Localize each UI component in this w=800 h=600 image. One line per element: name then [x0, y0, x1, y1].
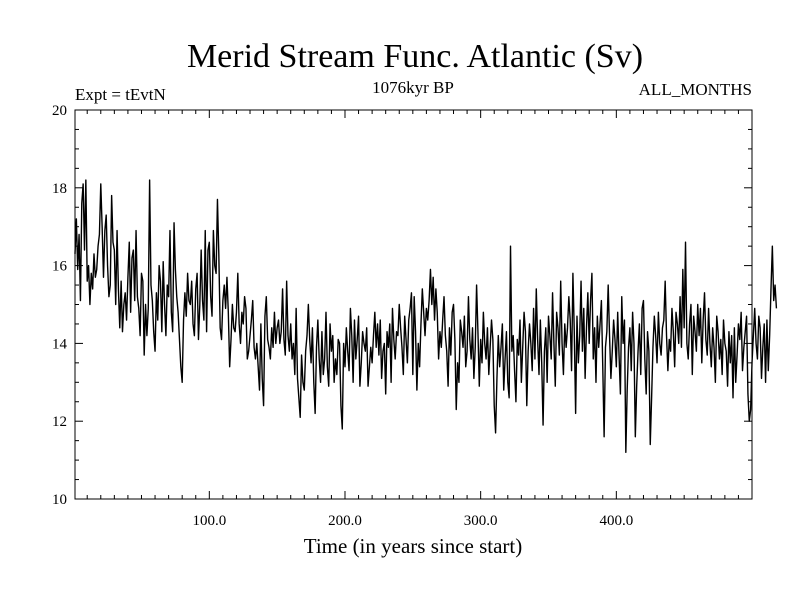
y-tick-label: 18: [52, 181, 67, 197]
y-tick-label: 16: [52, 259, 68, 275]
x-tick-label: 400.0: [599, 513, 633, 529]
y-tick-label: 10: [52, 492, 67, 508]
series-line: [74, 179, 778, 454]
y-tick-label: 12: [52, 414, 67, 430]
y-tick-label: 14: [52, 336, 68, 352]
x-axis-label: Time (in years since start): [304, 534, 523, 558]
x-tick-label: 100.0: [192, 513, 226, 529]
y-tick-label: 20: [52, 103, 67, 119]
experiment-label: Expt = tEvtN: [75, 85, 166, 104]
months-label: ALL_MONTHS: [639, 80, 752, 99]
x-tick-label: 200.0: [328, 513, 362, 529]
ticks-layer: 10 12 14 16 18 20 100.0 200.0 300.0 400.0: [52, 103, 752, 529]
x-tick-label: 300.0: [464, 513, 498, 529]
chart-title: Merid Stream Func. Atlantic (Sv): [187, 38, 643, 75]
period-label: 1076kyr BP: [372, 78, 454, 97]
